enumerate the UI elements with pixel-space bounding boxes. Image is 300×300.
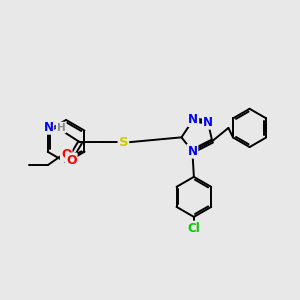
Text: N: N xyxy=(188,145,197,158)
Text: Cl: Cl xyxy=(188,222,200,235)
Text: S: S xyxy=(118,136,128,149)
Text: N: N xyxy=(203,116,213,129)
Text: O: O xyxy=(61,148,71,161)
Text: H: H xyxy=(57,123,65,133)
Text: O: O xyxy=(66,154,76,166)
Text: N: N xyxy=(188,113,198,126)
Text: N: N xyxy=(44,121,54,134)
